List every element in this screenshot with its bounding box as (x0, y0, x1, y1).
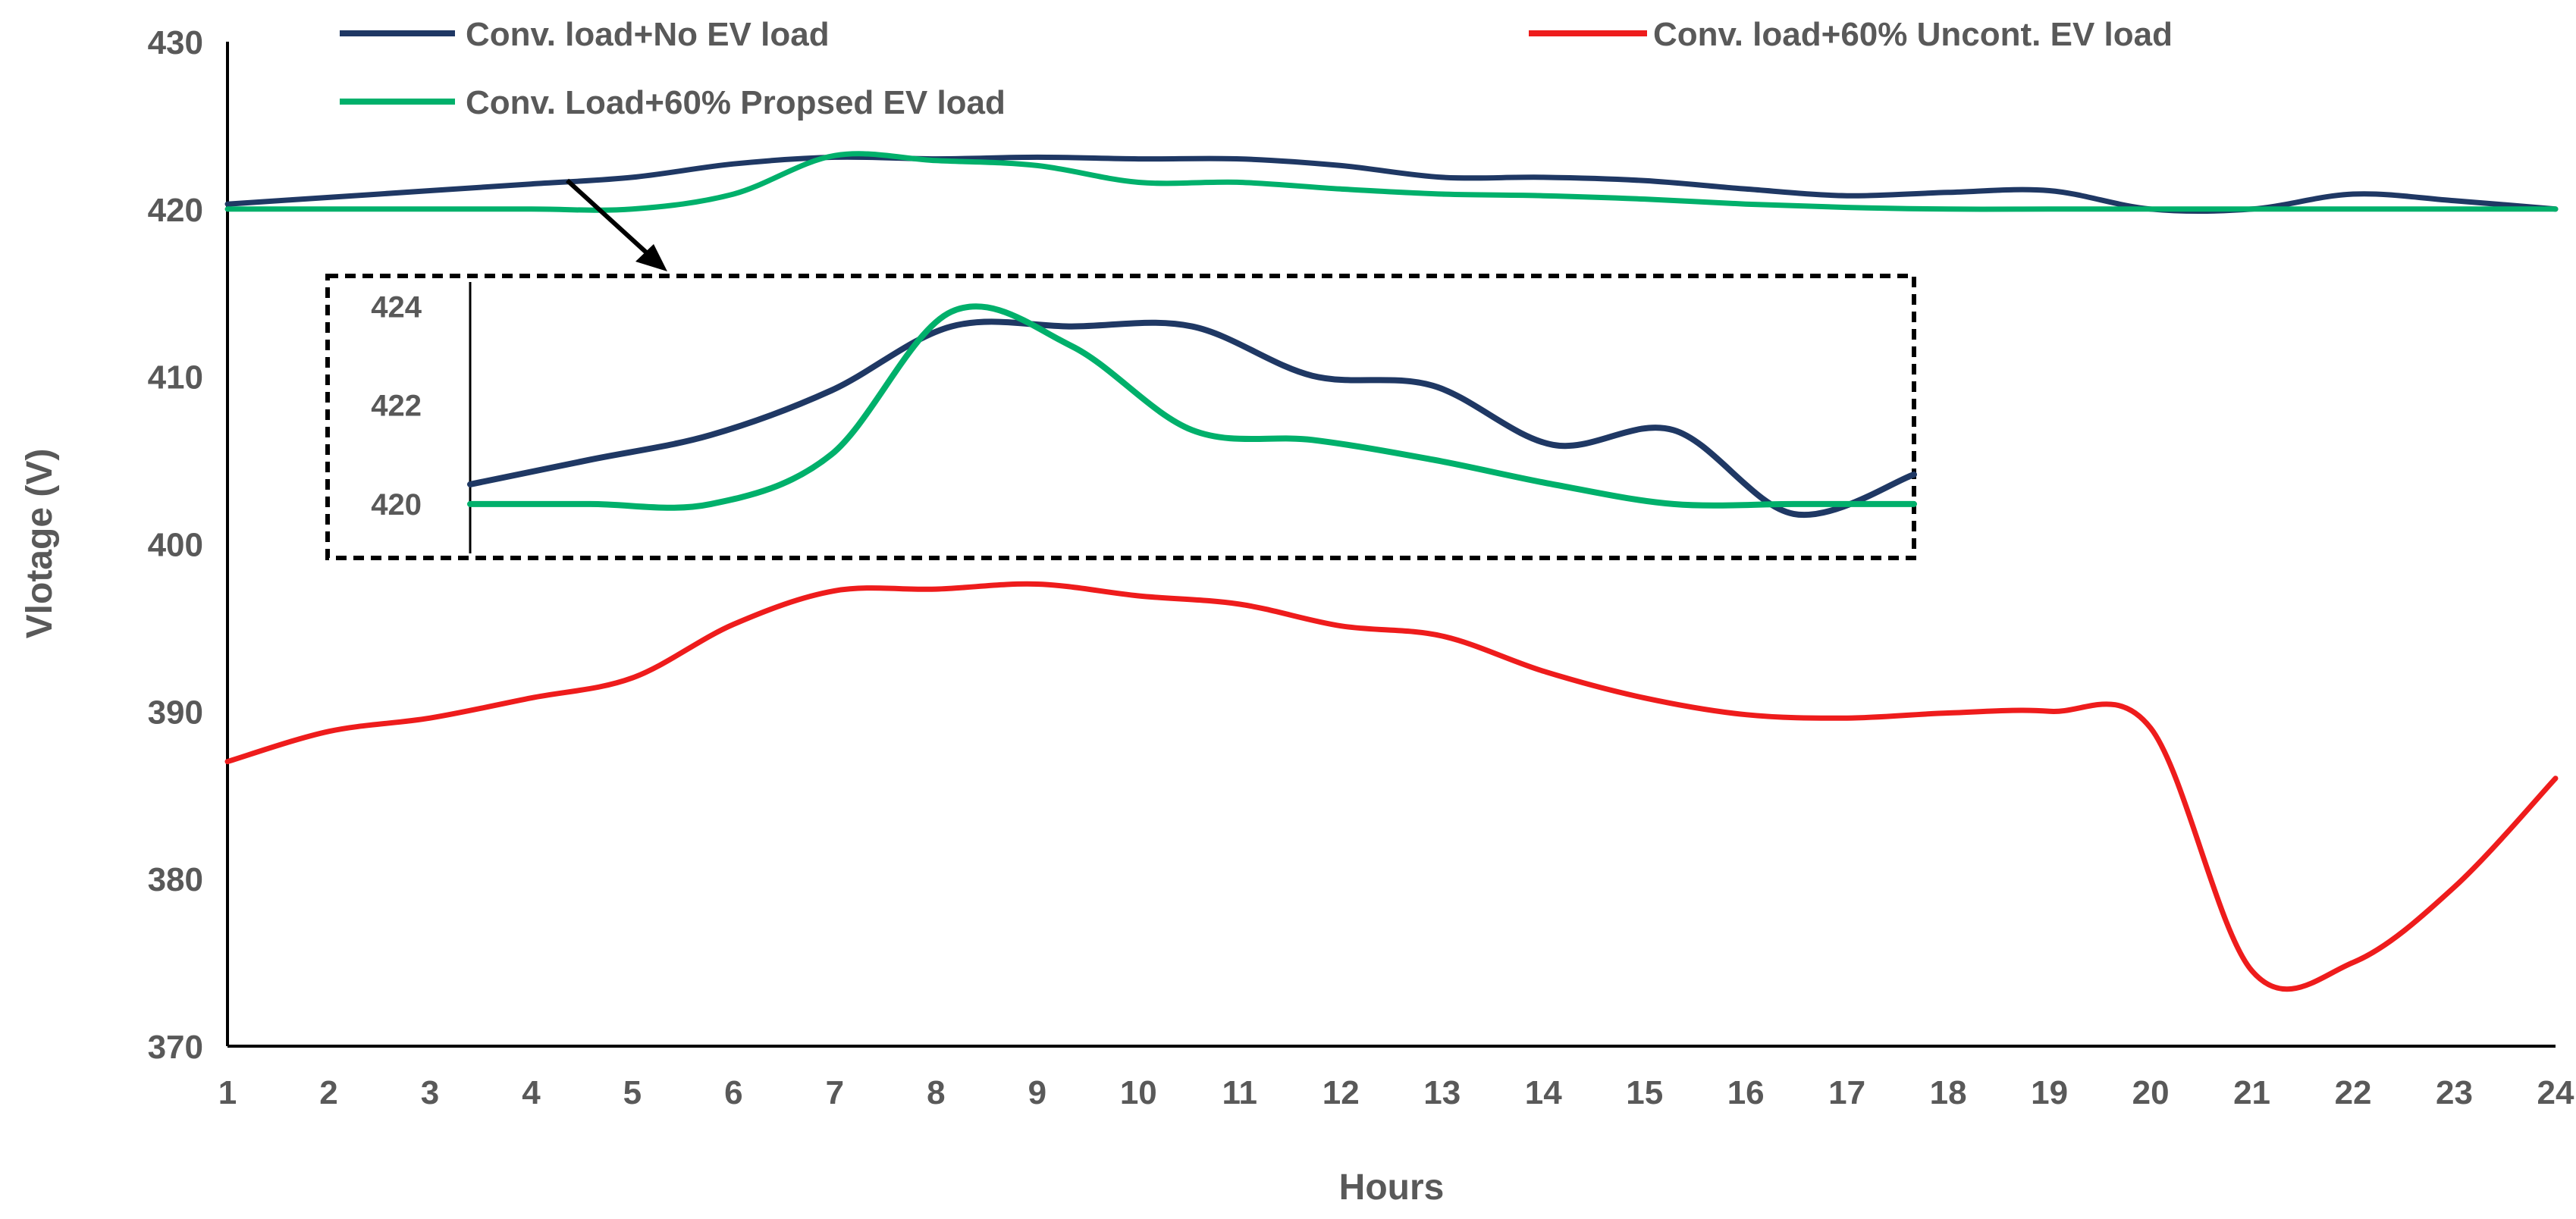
inset-y-tick-label: 422 (371, 390, 422, 423)
x-tick-label: 7 (826, 1074, 844, 1111)
y-tick-label: 410 (148, 359, 203, 396)
x-tick-label: 12 (1323, 1074, 1360, 1111)
legend-label-proposed-ev: Conv. Load+60% Propsed EV load (466, 84, 1006, 121)
x-tick-label: 11 (1222, 1074, 1258, 1111)
x-tick-label: 2 (319, 1074, 337, 1111)
x-tick-label: 3 (421, 1074, 439, 1111)
x-tick-label: 20 (2132, 1074, 2170, 1111)
x-tick-label: 1 (218, 1074, 237, 1111)
zoom-arrow-head (635, 244, 667, 271)
y-tick-label: 430 (148, 24, 203, 61)
y-tick-label: 390 (148, 694, 203, 731)
inset-series-line-1 (467, 318, 1917, 519)
x-tick-label: 19 (2031, 1074, 2068, 1111)
y-tick-label: 420 (148, 192, 203, 229)
x-axis-title: Hours (1339, 1167, 1445, 1208)
series-line-3 (224, 151, 2559, 213)
y-tick-label: 400 (148, 527, 203, 564)
y-axis-title: Vlotage (V) (20, 449, 60, 639)
x-tick-label: 8 (927, 1074, 945, 1111)
x-tick-label: 15 (1626, 1074, 1663, 1111)
x-tick-label: 5 (623, 1074, 642, 1111)
inset-series-line-2 (467, 303, 1917, 511)
legend-label-no-ev: Conv. load+No EV load (466, 16, 830, 53)
y-tick-label: 370 (148, 1029, 203, 1066)
x-tick-label: 14 (1525, 1074, 1562, 1111)
inset-frame (325, 274, 1916, 560)
x-tick-label: 13 (1423, 1074, 1461, 1111)
legend-label-uncont-ev: Conv. load+60% Uncont. EV load (1653, 16, 2173, 53)
series-line-1 (224, 154, 2559, 215)
x-tick-label: 10 (1120, 1074, 1157, 1111)
y-tick-label: 380 (148, 861, 203, 898)
inset-y-tick-label: 424 (371, 291, 422, 324)
inset-y-tick-label: 420 (371, 488, 422, 522)
x-tick-label: 4 (522, 1074, 541, 1111)
series-line-2 (224, 581, 2559, 992)
x-tick-label: 24 (2537, 1074, 2574, 1111)
x-tick-label: 22 (2335, 1074, 2372, 1111)
x-tick-label: 6 (724, 1074, 742, 1111)
zoom-arrow (565, 178, 654, 260)
x-tick-label: 21 (2233, 1074, 2270, 1111)
x-tick-label: 23 (2436, 1074, 2473, 1111)
x-tick-label: 17 (1828, 1074, 1865, 1111)
x-tick-label: 9 (1028, 1074, 1046, 1111)
legend: Conv. load+No EV load Conv. load+60% Unc… (340, 16, 2173, 121)
x-tick-label: 18 (1930, 1074, 1967, 1111)
x-tick-label: 16 (1727, 1074, 1765, 1111)
